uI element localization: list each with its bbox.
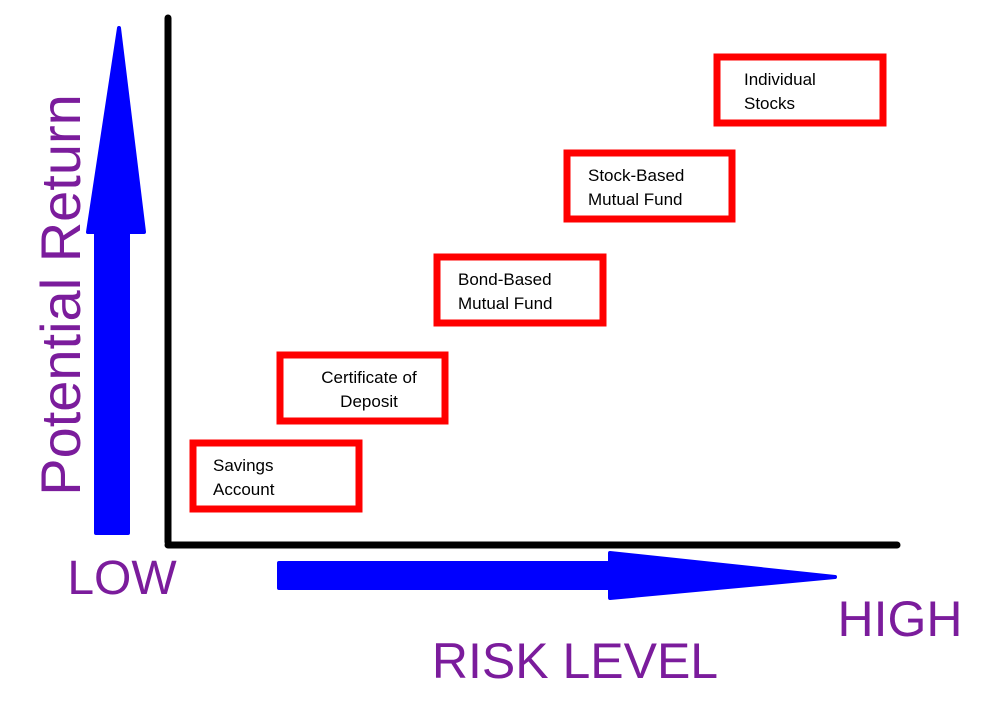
node-label: Deposit	[340, 392, 398, 411]
node-box	[713, 53, 887, 127]
node-label: Individual	[744, 70, 816, 89]
node-box	[563, 149, 736, 223]
node-label: Mutual Fund	[588, 190, 683, 209]
node-label: Stock-Based	[588, 166, 684, 185]
node-label: Mutual Fund	[458, 294, 553, 313]
node-box	[276, 351, 449, 425]
node-label: Account	[213, 480, 275, 499]
risk-arrow	[277, 551, 837, 600]
node-label: Certificate of	[321, 368, 417, 387]
nodes: Savings Account Certificate of Deposit Bond-…	[189, 53, 887, 513]
y-axis-label: Potential Return	[29, 94, 92, 496]
node-label: Savings	[213, 456, 273, 475]
high-label: HIGH	[838, 591, 963, 647]
low-label: LOW	[67, 552, 177, 605]
node-box	[433, 253, 607, 327]
x-axis-label: RISK LEVEL	[432, 633, 718, 689]
node-label: Stocks	[744, 94, 795, 113]
node-box	[189, 439, 363, 513]
return-arrow	[86, 26, 146, 535]
node-label: Bond-Based	[458, 270, 552, 289]
